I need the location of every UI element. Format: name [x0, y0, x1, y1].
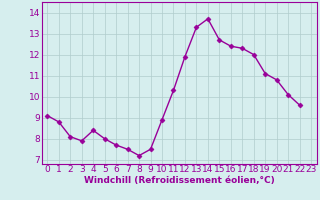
X-axis label: Windchill (Refroidissement éolien,°C): Windchill (Refroidissement éolien,°C): [84, 176, 275, 185]
